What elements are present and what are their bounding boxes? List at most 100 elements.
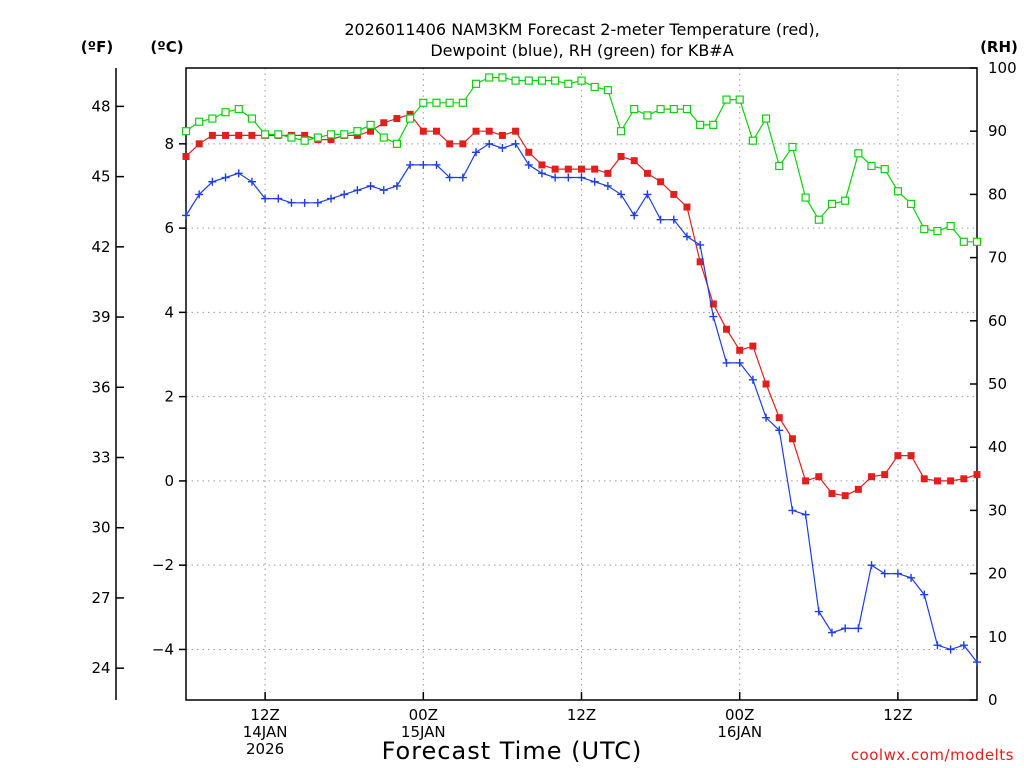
temperature-point: [195, 140, 203, 148]
dewpoint-point: [485, 139, 494, 148]
dewpoint-line: [185, 143, 978, 663]
chart-title-line-1: 2026011406 NAM3KM Forecast 2-meter Tempe…: [344, 20, 819, 39]
temperature-point: [182, 152, 190, 160]
dewpoint-point: [656, 215, 665, 224]
temperature-point: [670, 190, 678, 198]
rh-point: [959, 237, 968, 246]
dewpoint-point: [603, 181, 612, 190]
rh-point: [261, 130, 270, 139]
rh-point: [287, 133, 296, 142]
fahrenheit-tick-label: 42: [91, 238, 110, 256]
dewpoint-point: [261, 194, 270, 203]
rh-point: [340, 130, 349, 139]
dewpoint-point: [722, 358, 731, 367]
dewpoint-point: [959, 641, 968, 650]
temperature-point: [709, 300, 717, 308]
dewpoint-point: [472, 148, 481, 157]
rh-point: [761, 114, 771, 123]
rh-point: [498, 73, 507, 82]
rh-point: [972, 237, 982, 246]
rh-point: [511, 76, 520, 85]
temperature-point: [723, 325, 731, 333]
dewpoint-point: [880, 569, 889, 578]
time-tick-label: 12Z: [883, 706, 912, 724]
temperature-point: [472, 127, 480, 135]
temperature-point: [894, 452, 902, 460]
rh-point: [603, 86, 612, 95]
rh-tick-label: 80: [988, 185, 1007, 203]
celsius-tick-label: 8: [164, 135, 174, 153]
temperature-point: [498, 131, 506, 139]
dewpoint-point: [274, 194, 283, 203]
grid-lines: [186, 68, 977, 700]
temperature-point: [248, 131, 256, 139]
temperature-point: [802, 477, 810, 485]
rh-point: [682, 104, 692, 114]
rh-point: [748, 136, 757, 145]
temperature-point: [854, 485, 862, 493]
dewpoint-point: [669, 215, 678, 224]
rh-tick-label: 90: [988, 122, 1007, 140]
rh-unit-label: (RH): [980, 38, 1018, 56]
dewpoint-point: [300, 198, 309, 207]
rh-point: [313, 133, 322, 142]
rh-point: [616, 127, 626, 136]
dewpoint-point: [643, 190, 652, 199]
dewpoint-point: [551, 173, 560, 182]
dewpoint-point: [709, 312, 718, 321]
rh-point: [735, 95, 744, 104]
fahrenheit-tick-label: 27: [91, 589, 110, 607]
celsius-axis: 8 6 4 2 0 −2 −4: [152, 135, 186, 658]
dewpoint-point: [458, 173, 467, 182]
temperature-point: [881, 471, 889, 479]
fahrenheit-unit-label: (ºF): [81, 38, 113, 56]
rh-point: [247, 114, 257, 123]
time-tick-label: 12Z: [250, 706, 279, 724]
temperature-point: [868, 473, 876, 481]
dewpoint-point: [854, 624, 863, 633]
time-tick-label: 14JAN: [243, 723, 288, 741]
rh-point: [906, 199, 916, 208]
dewpoint-point: [247, 177, 256, 186]
fahrenheit-tick-label: 39: [91, 308, 110, 326]
rh-point: [406, 114, 415, 123]
dewpoint-point: [696, 240, 705, 249]
dewpoint-point: [590, 177, 599, 186]
fahrenheit-tick-label: 48: [91, 97, 110, 115]
celsius-tick-label: 4: [164, 303, 174, 321]
rh-point: [524, 76, 533, 85]
rh-point: [392, 139, 402, 148]
temperature-point: [973, 471, 981, 479]
temperature-point: [578, 165, 585, 173]
time-tick-label: 00Z: [409, 706, 438, 724]
dewpoint-point: [682, 232, 691, 241]
rh-point: [274, 130, 283, 139]
rh-point: [577, 76, 586, 85]
dewpoint-point: [379, 186, 388, 195]
dewpoint-point: [933, 641, 942, 650]
dewpoint-point: [867, 561, 876, 570]
rh-tick-label: 100: [988, 59, 1017, 77]
temperature-point: [301, 131, 309, 139]
rh-point: [590, 82, 599, 92]
time-tick-label: 2026: [246, 740, 284, 758]
dewpoint-point: [353, 186, 362, 195]
temperature-point: [446, 140, 454, 148]
celsius-tick-label: 6: [164, 219, 174, 237]
rh-point: [208, 114, 217, 123]
rh-point: [893, 187, 903, 196]
dewpoint-point: [946, 645, 955, 654]
dewpoint-point: [340, 190, 349, 199]
rh-point: [643, 111, 652, 120]
rh-tick-label: 0: [988, 691, 998, 709]
dewpoint-point: [511, 139, 520, 148]
rh-tick-label: 20: [988, 565, 1007, 583]
time-tick-label: 15JAN: [401, 723, 446, 741]
rh-point: [920, 225, 929, 234]
rh-point: [775, 161, 784, 171]
dewpoint-point: [801, 510, 810, 519]
dewpoint-point: [221, 173, 230, 182]
temperature-point: [947, 477, 955, 485]
dewpoint-point: [893, 569, 902, 578]
